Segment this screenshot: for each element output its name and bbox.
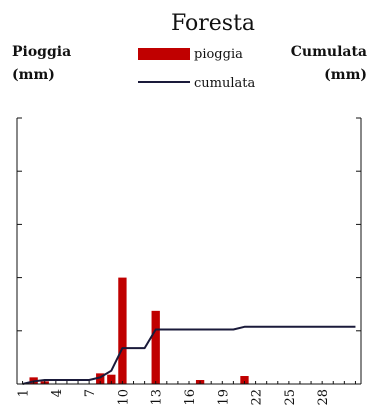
x-tick-label-13: 13 xyxy=(150,389,165,406)
right-axis-label-line-1: Cumulata xyxy=(291,44,367,60)
left-axis-label-line-2: (mm) xyxy=(12,67,55,83)
x-tick-label-16: 16 xyxy=(183,389,198,406)
bar-pioggia-day-13 xyxy=(151,310,160,384)
plot-area: 1 4 7 10 13 16 19 22 25 28 xyxy=(16,117,362,406)
x-tick-label-4: 4 xyxy=(50,389,65,397)
x-tick-label-19: 19 xyxy=(216,389,231,406)
left-axis-label-line-1: Pioggia xyxy=(12,44,71,60)
x-tick-label-10: 10 xyxy=(116,389,131,406)
x-tick-label-7: 7 xyxy=(83,389,98,397)
bar-pioggia-day-21 xyxy=(240,376,249,384)
chart-title: Foresta xyxy=(171,11,255,36)
legend-label-cumulata: cumulata xyxy=(194,76,255,91)
bar-pioggia-day-9 xyxy=(107,374,116,384)
x-tick-label-22: 22 xyxy=(250,389,265,406)
legend-label-pioggia: pioggia xyxy=(194,47,243,62)
right-axis-label-line-2: (mm) xyxy=(324,67,367,83)
line-cumulata xyxy=(22,325,356,385)
x-tick-label-1: 1 xyxy=(17,389,32,397)
x-tick-label-28: 28 xyxy=(316,389,331,406)
legend-swatch-pioggia xyxy=(138,48,190,60)
x-tick-label-25: 25 xyxy=(283,389,298,406)
bar-pioggia-day-8 xyxy=(96,373,105,384)
bar-pioggia-day-10 xyxy=(118,277,127,384)
